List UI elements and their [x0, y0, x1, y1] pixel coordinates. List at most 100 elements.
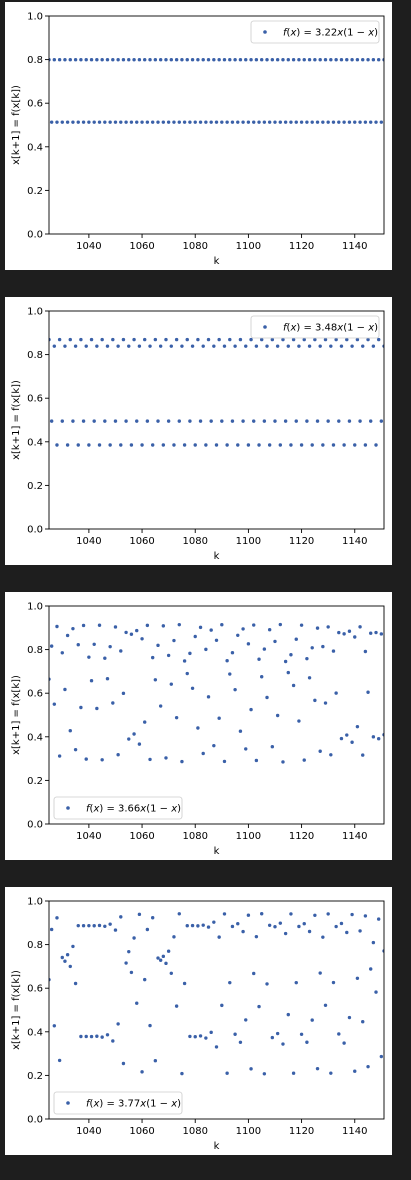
data-point	[95, 58, 99, 62]
data-point	[307, 929, 312, 934]
data-point	[289, 912, 293, 916]
data-point	[119, 915, 123, 919]
data-point	[339, 921, 344, 926]
data-point	[177, 622, 181, 627]
data-point	[369, 419, 373, 423]
data-point	[172, 443, 176, 447]
data-point	[166, 653, 171, 658]
data-point	[174, 337, 179, 342]
data-point	[313, 698, 317, 703]
data-point	[108, 120, 112, 124]
data-point	[299, 443, 304, 447]
data-point	[145, 120, 150, 124]
y-tick-label: 0.6	[27, 984, 43, 995]
data-point	[185, 58, 189, 62]
data-point	[153, 1059, 158, 1063]
data-point	[371, 58, 376, 62]
data-point	[57, 337, 62, 342]
data-point	[156, 120, 160, 124]
y-tick-label: 0.6	[27, 99, 43, 110]
y-tick-label: 0.6	[27, 689, 43, 700]
data-point	[366, 1064, 370, 1069]
data-point	[326, 625, 330, 629]
data-point	[230, 651, 235, 655]
data-point	[188, 651, 192, 656]
data-point	[164, 58, 168, 62]
legend-box	[53, 1091, 183, 1115]
data-point	[262, 1072, 267, 1076]
data-point	[374, 120, 378, 124]
data-point	[153, 678, 158, 682]
legend-box	[250, 20, 380, 44]
data-point	[291, 683, 296, 688]
data-point	[79, 337, 83, 342]
data-point	[169, 971, 173, 975]
data-point	[60, 955, 64, 960]
data-point	[225, 1071, 229, 1075]
data-points	[49, 622, 384, 764]
x-tick-label: 1120	[289, 241, 314, 252]
data-point	[233, 687, 237, 692]
data-point	[193, 1035, 197, 1039]
data-point	[350, 344, 354, 348]
legend: f(x) = 3.66x(1 − x)	[53, 796, 183, 820]
data-point	[355, 58, 360, 62]
data-point	[291, 58, 296, 62]
data-point	[246, 913, 251, 917]
data-point	[214, 443, 219, 447]
legend-label: f(x) = 3.22x(1 − x)	[283, 28, 378, 39]
data-point	[281, 58, 285, 62]
data-point	[374, 443, 378, 447]
data-point	[283, 659, 288, 664]
data-point	[379, 632, 384, 636]
data-point	[172, 120, 176, 124]
data-point	[84, 344, 88, 348]
x-axis-label: k	[214, 1141, 220, 1152]
x-tick-label: 1100	[236, 831, 261, 842]
data-point	[55, 916, 59, 920]
chart-2: 1040 1060 1080 1100 1120 1140 0.0 0.2 0.4 0.6 0.8 1…	[11, 307, 385, 562]
x-tick-label: 1080	[183, 241, 208, 252]
data-point	[345, 337, 349, 342]
chart-4: 1040 1060 1080 1100 1120 1140 0.0 0.2 0.4 0.6 0.8 1…	[11, 897, 385, 1152]
data-points	[49, 912, 384, 1076]
data-point	[135, 120, 139, 124]
data-point	[379, 1054, 384, 1059]
data-point	[331, 649, 336, 653]
data-point	[111, 58, 115, 62]
data-point	[132, 732, 136, 736]
data-point	[321, 935, 325, 939]
y-tick-label: 0.8	[27, 55, 43, 66]
data-point	[108, 922, 112, 926]
data-point	[76, 923, 80, 928]
data-point	[374, 990, 378, 994]
data-point	[148, 1023, 152, 1028]
data-point	[172, 638, 176, 643]
data-point	[60, 651, 64, 655]
data-point	[119, 649, 123, 653]
x-tick-label: 1140	[342, 241, 367, 252]
data-point	[156, 419, 160, 423]
data-point	[158, 958, 163, 962]
data-point	[321, 644, 325, 649]
data-point	[127, 737, 131, 741]
data-point	[363, 120, 368, 124]
y-tick-label: 0.4	[27, 142, 43, 153]
data-point	[103, 419, 107, 423]
data-point	[366, 337, 370, 342]
data-point	[252, 120, 256, 124]
data-point	[361, 344, 365, 348]
data-point	[169, 58, 173, 62]
data-point	[60, 419, 64, 423]
x-tick-label: 1140	[342, 536, 367, 547]
data-point	[161, 954, 166, 959]
data-point	[323, 701, 328, 705]
data-point	[265, 58, 269, 62]
y-tick-label: 0.4	[27, 732, 43, 743]
data-point	[143, 720, 147, 724]
data-point	[81, 623, 86, 628]
data-point	[137, 912, 142, 917]
data-point	[361, 58, 365, 62]
data-point	[228, 980, 232, 985]
data-point	[374, 630, 378, 635]
